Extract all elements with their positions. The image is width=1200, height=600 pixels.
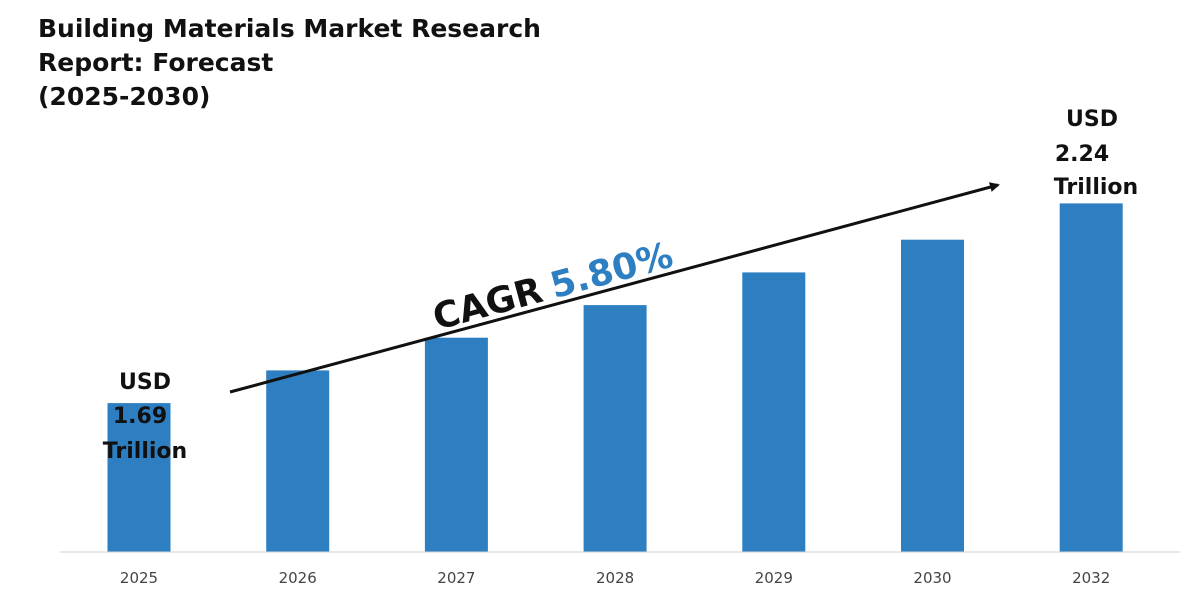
x-tick-2028: 2028 (596, 569, 634, 587)
x-tick-2026: 2026 (279, 569, 317, 587)
last-bar-label-line-2: 2.24 (1055, 142, 1109, 167)
x-tick-2032: 2032 (1072, 569, 1110, 587)
x-tick-2025: 2025 (120, 569, 158, 587)
cagr-label: CAGR (429, 270, 547, 339)
first-bar-label-line-1: USD (119, 370, 171, 395)
x-axis-ticks: 2025 2026 2027 2028 2029 2030 2032 (120, 569, 1110, 587)
last-bar-label-line-3: Trillion (1054, 175, 1138, 200)
x-tick-2027: 2027 (437, 569, 475, 587)
bar-2027 (424, 337, 488, 552)
last-bar-label-line-1: USD (1066, 107, 1118, 132)
bar-2032 (1059, 203, 1123, 552)
bar-2028 (583, 305, 647, 552)
bar-2030 (901, 239, 964, 552)
first-bar-label-line-2: 1.69 (113, 404, 167, 429)
x-tick-2029: 2029 (755, 569, 793, 587)
cagr-value: 5.80% (546, 235, 677, 307)
bar-series (107, 203, 1123, 552)
bar-2026 (266, 370, 330, 552)
chart-title-line-1: Building Materials Market Research (38, 14, 541, 43)
bar-2029 (742, 272, 806, 552)
chart-title-line-2: Report: Forecast (38, 48, 274, 77)
x-tick-2030: 2030 (913, 569, 951, 587)
cagr-arrow (229, 182, 1000, 394)
chart-title-line-3: (2025-2030) (38, 82, 211, 111)
chart-title: Building Materials Market Research Repor… (38, 12, 541, 114)
bar-2025 (107, 403, 171, 552)
first-bar-label-line-3: Trillion (103, 439, 187, 464)
